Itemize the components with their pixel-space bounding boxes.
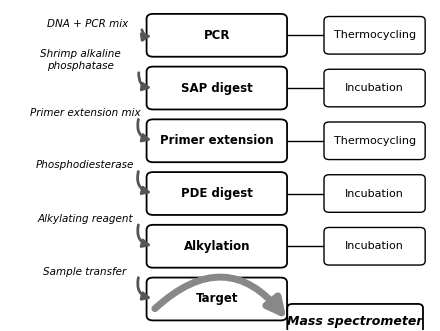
FancyBboxPatch shape — [324, 17, 425, 54]
Text: Thermocycling: Thermocycling — [334, 136, 416, 146]
Text: SAP digest: SAP digest — [181, 81, 253, 95]
FancyBboxPatch shape — [287, 304, 423, 331]
FancyBboxPatch shape — [324, 227, 425, 265]
Text: PDE digest: PDE digest — [181, 187, 253, 200]
Text: DNA + PCR mix: DNA + PCR mix — [47, 19, 128, 29]
FancyBboxPatch shape — [324, 69, 425, 107]
Text: Target: Target — [195, 293, 238, 306]
FancyBboxPatch shape — [147, 14, 287, 57]
FancyBboxPatch shape — [147, 278, 287, 320]
Text: Primer extension: Primer extension — [160, 134, 274, 147]
Text: PCR: PCR — [204, 29, 230, 42]
FancyBboxPatch shape — [147, 172, 287, 215]
FancyBboxPatch shape — [147, 119, 287, 162]
FancyBboxPatch shape — [147, 225, 287, 268]
FancyBboxPatch shape — [324, 175, 425, 212]
Text: Thermocycling: Thermocycling — [334, 30, 416, 40]
Text: Mass spectrometer: Mass spectrometer — [287, 314, 423, 328]
Text: Incubation: Incubation — [345, 83, 404, 93]
Text: Incubation: Incubation — [345, 189, 404, 199]
Text: Alkylation: Alkylation — [183, 240, 250, 253]
Text: Sample transfer: Sample transfer — [44, 267, 127, 277]
Text: Incubation: Incubation — [345, 241, 404, 251]
FancyBboxPatch shape — [147, 67, 287, 110]
FancyBboxPatch shape — [324, 122, 425, 160]
Text: Alkylating reagent: Alkylating reagent — [37, 214, 133, 224]
Text: Primer extension mix: Primer extension mix — [29, 108, 140, 118]
Text: Phosphodiesterase: Phosphodiesterase — [36, 161, 134, 170]
Text: Shrimp alkaline
phosphatase: Shrimp alkaline phosphatase — [40, 49, 121, 71]
